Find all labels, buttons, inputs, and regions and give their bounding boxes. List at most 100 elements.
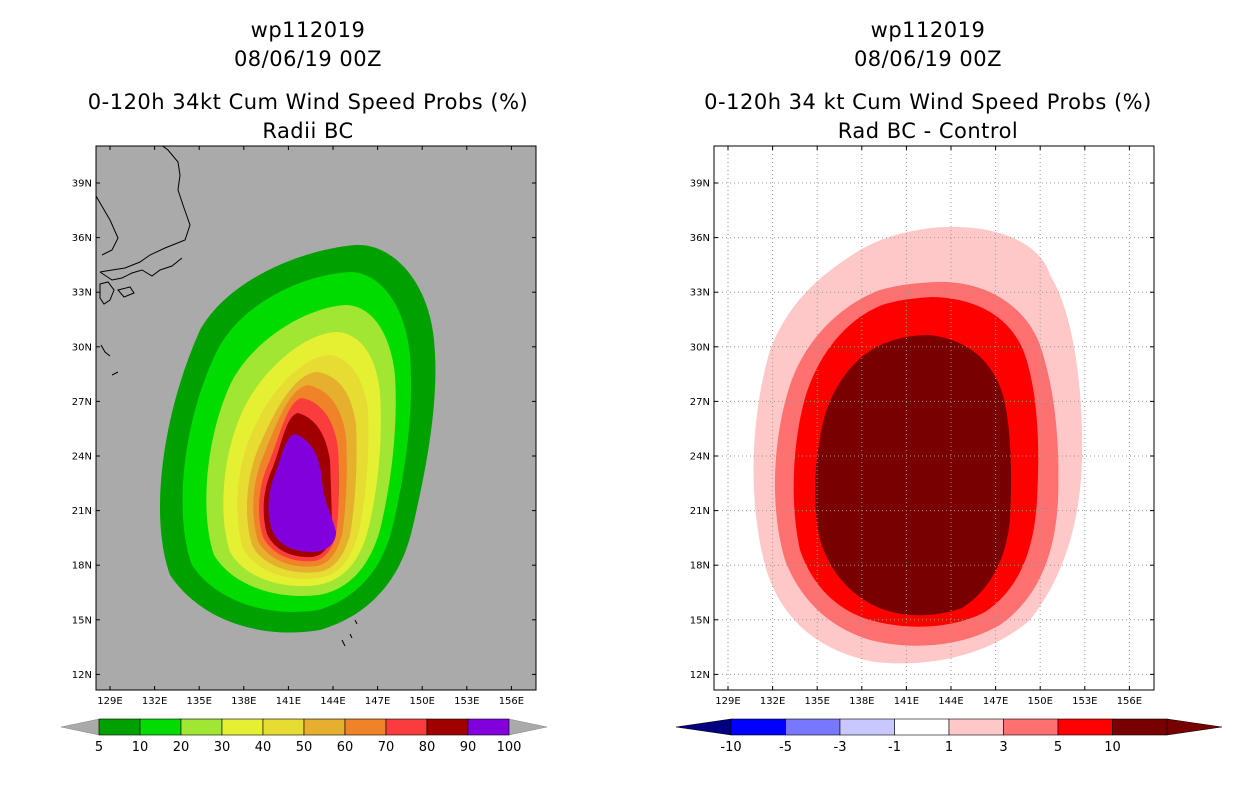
colorbar-label: 70 — [378, 740, 395, 755]
colorbar-label: -3 — [834, 740, 847, 755]
colorbar-label: -10 — [720, 740, 741, 755]
colorbar-swatch — [385, 718, 428, 736]
lat-label: 33N — [690, 288, 710, 299]
lon-label: 138E — [849, 696, 874, 707]
colorbar-label: 3 — [999, 740, 1007, 755]
lon-label: 153E — [454, 696, 479, 707]
colorbar-label: 60 — [337, 740, 354, 755]
lat-label: 36N — [72, 233, 92, 244]
lat-label: 30N — [690, 342, 710, 353]
right-subtitle: Rad BC - Control — [837, 119, 1019, 143]
lon-label: 147E — [365, 696, 390, 707]
colorbar-swatch — [1112, 718, 1168, 736]
colorbar-swatch — [1057, 718, 1113, 736]
right-difference-contours — [753, 226, 1083, 664]
colorbar-label: 100 — [497, 740, 522, 755]
left-date: 08/06/19 00Z — [233, 47, 383, 71]
colorbar-label: 20 — [173, 740, 190, 755]
lat-label: 39N — [72, 179, 92, 190]
lon-label: 144E — [938, 696, 963, 707]
lon-label: 135E — [186, 696, 211, 707]
lat-label: 33N — [72, 288, 92, 299]
colorbar-swatch — [221, 718, 264, 736]
colorbar-swatch — [303, 718, 346, 736]
colorbar-swatch — [139, 718, 182, 736]
left-axis-ticks — [96, 146, 536, 690]
colorbar-label: 5 — [95, 740, 103, 755]
colorbar-label: 5 — [1054, 740, 1062, 755]
colorbar-label: 90 — [460, 740, 477, 755]
colorbar-low-arrow — [60, 718, 100, 736]
colorbar-swatch — [180, 718, 223, 736]
colorbar-high-arrow — [508, 718, 548, 736]
colorbar-swatch — [730, 718, 786, 736]
lat-label: 36N — [690, 233, 710, 244]
lon-label: 150E — [409, 696, 434, 707]
lon-label: 135E — [804, 696, 829, 707]
right-date: 08/06/19 00Z — [853, 47, 1003, 71]
right-colorbar: -10 -5 -3 -1 1 3 5 10 — [675, 718, 1223, 755]
lat-label: 21N — [72, 506, 92, 517]
colorbar-swatch — [894, 718, 950, 736]
right-title: 0-120h 34 kt Cum Wind Speed Probs (%) — [704, 90, 1152, 114]
lon-label: 144E — [320, 696, 345, 707]
lat-label: 39N — [690, 179, 710, 190]
lat-label: 21N — [690, 506, 710, 517]
lon-label: 156E — [1117, 696, 1142, 707]
lat-label: 12N — [72, 670, 92, 681]
colorbar-swatch — [344, 718, 387, 736]
colorbar-swatch — [839, 718, 895, 736]
right-lat-labels: 39N 36N 33N 30N 27N 24N 21N 18N 15N 12N — [690, 179, 710, 681]
lon-label: 147E — [983, 696, 1008, 707]
colorbar-label: 10 — [132, 740, 149, 755]
colorbar-swatch — [426, 718, 469, 736]
colorbar-label: -5 — [779, 740, 792, 755]
lat-label: 27N — [72, 397, 92, 408]
lon-label: 132E — [142, 696, 167, 707]
colorbar-swatch — [467, 718, 510, 736]
colorbar-label: 30 — [214, 740, 231, 755]
lat-label: 18N — [72, 561, 92, 572]
colorbar-low-arrow — [675, 718, 732, 736]
colorbar-label: 50 — [296, 740, 313, 755]
colorbar-label: -1 — [888, 740, 901, 755]
colorbar-swatch — [98, 718, 141, 736]
left-storm-id: wp112019 — [250, 18, 366, 42]
lon-label: 141E — [276, 696, 301, 707]
colorbar-swatch — [262, 718, 305, 736]
right-lon-labels: 129E 132E 135E 138E 141E 144E 147E 150E 153E 156E — [715, 696, 1142, 707]
lon-label: 138E — [231, 696, 256, 707]
lat-label: 24N — [72, 452, 92, 463]
left-subtitle: Radii BC — [262, 119, 354, 143]
lat-label: 12N — [690, 670, 710, 681]
lat-label: 15N — [690, 615, 710, 626]
right-storm-id: wp112019 — [870, 18, 986, 42]
lon-label: 129E — [715, 696, 740, 707]
colorbar-label: 40 — [255, 740, 272, 755]
lon-label: 156E — [499, 696, 524, 707]
lat-label: 18N — [690, 561, 710, 572]
right-axis-ticks — [714, 146, 1154, 690]
left-colorbar: 5 10 20 30 40 50 60 70 80 90 100 — [60, 718, 548, 755]
left-title: 0-120h 34kt Cum Wind Speed Probs (%) — [87, 90, 529, 114]
colorbar-label: 1 — [945, 740, 953, 755]
lat-label: 30N — [72, 342, 92, 353]
colorbar-label: 10 — [1104, 740, 1121, 755]
lon-label: 129E — [97, 696, 122, 707]
lat-label: 15N — [72, 615, 92, 626]
left-probability-contours — [160, 244, 436, 633]
lat-label: 24N — [690, 452, 710, 463]
lat-label: 27N — [690, 397, 710, 408]
colorbar-swatch — [785, 718, 841, 736]
lon-label: 141E — [894, 696, 919, 707]
left-lat-labels: 39N 36N 33N 30N 27N 24N 21N 18N 15N 12N — [72, 179, 92, 681]
lon-label: 153E — [1072, 696, 1097, 707]
colorbar-swatch — [1003, 718, 1059, 736]
left-lon-labels: 129E 132E 135E 138E 141E 144E 147E 150E 153E 156E — [97, 696, 524, 707]
colorbar-swatch — [948, 718, 1004, 736]
contour-90 — [268, 434, 336, 552]
lon-label: 150E — [1027, 696, 1052, 707]
